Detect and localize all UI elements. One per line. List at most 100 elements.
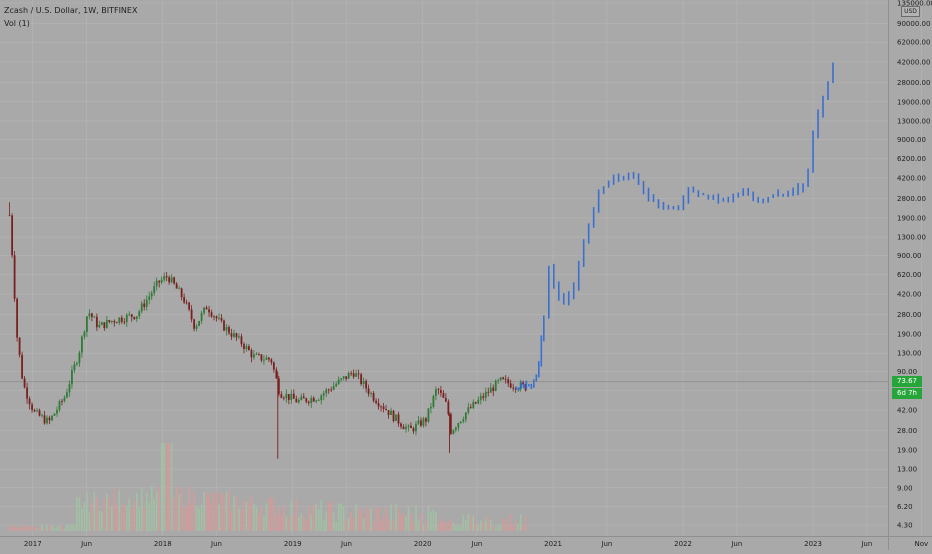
volume-bar (458, 524, 460, 531)
volume-bar (468, 514, 470, 531)
candle-body (36, 410, 38, 411)
volume-bar (502, 518, 504, 531)
price-tick-label: 9000.00 (897, 136, 926, 144)
candle-body (363, 381, 365, 384)
candle-body (146, 300, 148, 307)
candle-body (360, 374, 362, 384)
volume-bar (325, 511, 327, 531)
price-axis[interactable]: 135000.0090000.0062000.0042000.0028000.0… (889, 0, 932, 550)
volume-bar (188, 487, 190, 531)
candle-body (323, 393, 325, 395)
volume-bar (512, 527, 514, 531)
volume-bar (106, 494, 108, 531)
symbol-title[interactable]: Zcash / U.S. Dollar, 1W, BITFINEX (4, 4, 137, 17)
candle-body (325, 390, 327, 394)
volume-bar (36, 528, 38, 531)
time-tick-label: 2020 (414, 540, 432, 548)
volume-bar (46, 524, 48, 531)
time-tick-label: 2021 (544, 540, 562, 548)
volume-bar (253, 504, 255, 531)
volume-indicator-label[interactable]: Vol (1) (4, 17, 137, 30)
volume-bar (69, 525, 71, 531)
volume-bar (333, 512, 335, 531)
candle-body (258, 354, 260, 355)
candle-body (435, 389, 437, 396)
candle-body (335, 384, 337, 386)
volume-bar (300, 514, 302, 531)
price-tick-label: 28.00 (897, 427, 917, 435)
volume-bar (223, 495, 225, 531)
time-tick-label: Nov (914, 540, 928, 548)
volume-bar (236, 496, 238, 531)
candle-body (66, 392, 68, 397)
candle-body (273, 362, 275, 369)
candle-body (186, 302, 188, 303)
candle-body (206, 307, 208, 309)
candle-body (148, 296, 150, 299)
volume-bar (16, 528, 18, 531)
volume-bar (380, 521, 382, 531)
volume-bar (158, 487, 160, 531)
price-tick-label: 28000.00 (897, 79, 930, 87)
volume-bar (388, 518, 390, 531)
time-tick-label: Jun (470, 540, 482, 548)
price-tick-label: 13.00 (897, 466, 917, 474)
candle-body (253, 355, 255, 358)
time-tick-label: 2018 (154, 540, 172, 548)
chart-legend: Zcash / U.S. Dollar, 1W, BITFINEX Vol (1… (4, 4, 137, 30)
candle-body (492, 388, 494, 391)
volume-bar (418, 520, 420, 531)
volume-bar (191, 502, 193, 531)
candle-body (403, 427, 405, 429)
volume-bar (315, 504, 317, 531)
volume-bar (378, 507, 380, 531)
candle-body (201, 313, 203, 321)
candle-body (256, 354, 258, 355)
candle-body (91, 313, 93, 317)
volume-bar (171, 443, 173, 531)
volume-bar (126, 505, 128, 531)
candle-body (343, 376, 345, 378)
candle-body (485, 392, 487, 398)
candle-body (318, 400, 320, 401)
volume-bar (89, 513, 91, 531)
candle-body (176, 284, 178, 289)
volume-bar (96, 498, 98, 531)
currency-label[interactable]: USD (901, 6, 920, 17)
candle-body (320, 396, 322, 401)
candle-body (452, 430, 454, 434)
candle-body (143, 304, 145, 307)
candle-body (261, 354, 263, 360)
candle-body (472, 402, 474, 408)
volume-bar (26, 526, 28, 531)
candle-body (181, 288, 183, 297)
time-tick-label: 2019 (284, 540, 302, 548)
candle-body (290, 394, 292, 400)
candle-body (353, 373, 355, 376)
volume-bar (238, 508, 240, 531)
candle-body (477, 400, 479, 404)
volume-bar (495, 526, 497, 531)
candle-body (231, 333, 233, 336)
grid-lines (0, 0, 921, 536)
candle-body (505, 379, 507, 380)
volume-bar (477, 524, 479, 531)
volume-bar (281, 515, 283, 531)
candle-body (246, 346, 248, 349)
volume-bar (59, 526, 61, 531)
candle-body (368, 388, 370, 393)
candle-body (400, 424, 402, 427)
candle-body (86, 316, 88, 331)
volume-bar (490, 520, 492, 531)
volume-bar (226, 491, 228, 531)
candle-body (430, 407, 432, 408)
volume-bar (81, 509, 83, 531)
candle-body (228, 327, 230, 333)
volume-bar (196, 506, 198, 531)
volume-bar (29, 526, 31, 531)
volume-bar (515, 522, 517, 531)
volume-bar (258, 513, 260, 531)
